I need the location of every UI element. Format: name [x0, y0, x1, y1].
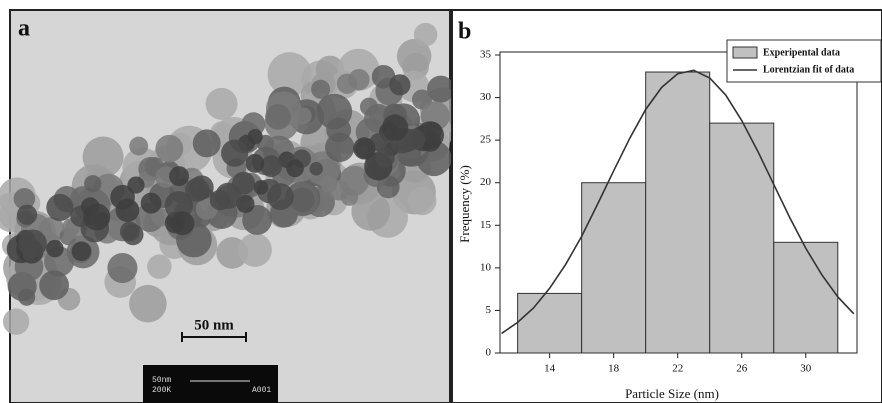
particle [238, 233, 272, 267]
x-tick-label: 14 [544, 363, 556, 375]
particle [290, 187, 315, 213]
particle [18, 288, 36, 306]
particle [215, 182, 242, 209]
particle [260, 155, 283, 178]
particle [247, 129, 263, 145]
particle [381, 114, 409, 141]
legend-label: Experipental data [763, 47, 840, 58]
particle [325, 132, 355, 163]
particle [253, 180, 269, 195]
particle [185, 177, 210, 202]
particle [340, 188, 359, 206]
particle [309, 162, 323, 176]
particle [46, 193, 74, 222]
x-tick-label: 26 [736, 363, 748, 375]
legend-swatch [732, 46, 758, 59]
tem-image: 50 nm 50nm 200K A001 a [0, 9, 466, 403]
particle [353, 137, 376, 160]
particle [311, 79, 331, 99]
x-axis-label: Particle Size (nm) [625, 386, 719, 401]
particle [2, 308, 30, 335]
y-tick-label: 10 [480, 261, 492, 273]
y-tick-label: 35 [480, 49, 492, 61]
particles [0, 22, 466, 335]
particle [192, 129, 221, 158]
particle [359, 97, 379, 116]
legend-label: Lorentzian fit of data [763, 64, 854, 75]
scale-bar-label: 50 nm [194, 317, 234, 333]
particle [265, 104, 291, 130]
y-tick-label: 25 [480, 134, 492, 146]
particle [241, 112, 266, 137]
particle [122, 224, 144, 246]
info-text: 200K [152, 386, 171, 395]
x-tick-label: 22 [672, 363, 683, 375]
particle [80, 197, 100, 217]
particle [169, 166, 189, 187]
particle [107, 252, 138, 284]
particle [242, 204, 273, 235]
particle [140, 192, 162, 214]
particle [16, 204, 38, 225]
particle [129, 284, 167, 323]
y-tick-label: 20 [480, 176, 492, 188]
bar [773, 241, 839, 354]
particle [46, 239, 64, 258]
panel-label: b [458, 19, 471, 45]
x-tick-label: 30 [800, 363, 812, 375]
particle [371, 64, 396, 89]
particle [71, 241, 92, 262]
particle [316, 93, 353, 130]
particle [13, 188, 36, 210]
particle [155, 134, 184, 163]
y-tick-label: 30 [480, 91, 492, 103]
y-tick-label: 0 [486, 347, 492, 359]
bar [517, 292, 583, 354]
y-axis-label: Frequency (%) [457, 165, 472, 243]
particle [245, 153, 265, 173]
particle [294, 107, 312, 125]
particle [320, 175, 338, 193]
particle [221, 139, 249, 167]
particle [110, 184, 135, 210]
info-text: A001 [252, 386, 271, 395]
bar [581, 182, 647, 354]
particle [336, 73, 358, 94]
particle [267, 183, 294, 211]
bar [645, 71, 711, 354]
y-tick-label: 5 [486, 304, 492, 316]
particle [129, 136, 149, 156]
particle [404, 128, 426, 150]
particle [407, 186, 437, 216]
info-text: 50nm [152, 376, 171, 385]
particle [389, 74, 411, 96]
particle [205, 87, 238, 120]
x-tick-label: 18 [608, 363, 620, 375]
particle [413, 22, 438, 47]
info-box [143, 365, 278, 403]
particle [267, 52, 312, 97]
particle [147, 254, 172, 279]
particle [39, 270, 70, 301]
particle [84, 175, 102, 193]
particle [170, 211, 195, 236]
particle [375, 147, 395, 168]
fit-curve [501, 69, 855, 335]
y-tick-label: 15 [480, 219, 492, 231]
panel-label: a [18, 16, 30, 42]
bar [709, 122, 775, 354]
particle [286, 159, 304, 178]
particle [427, 75, 455, 103]
particle [22, 248, 36, 262]
legend-box [726, 39, 882, 83]
